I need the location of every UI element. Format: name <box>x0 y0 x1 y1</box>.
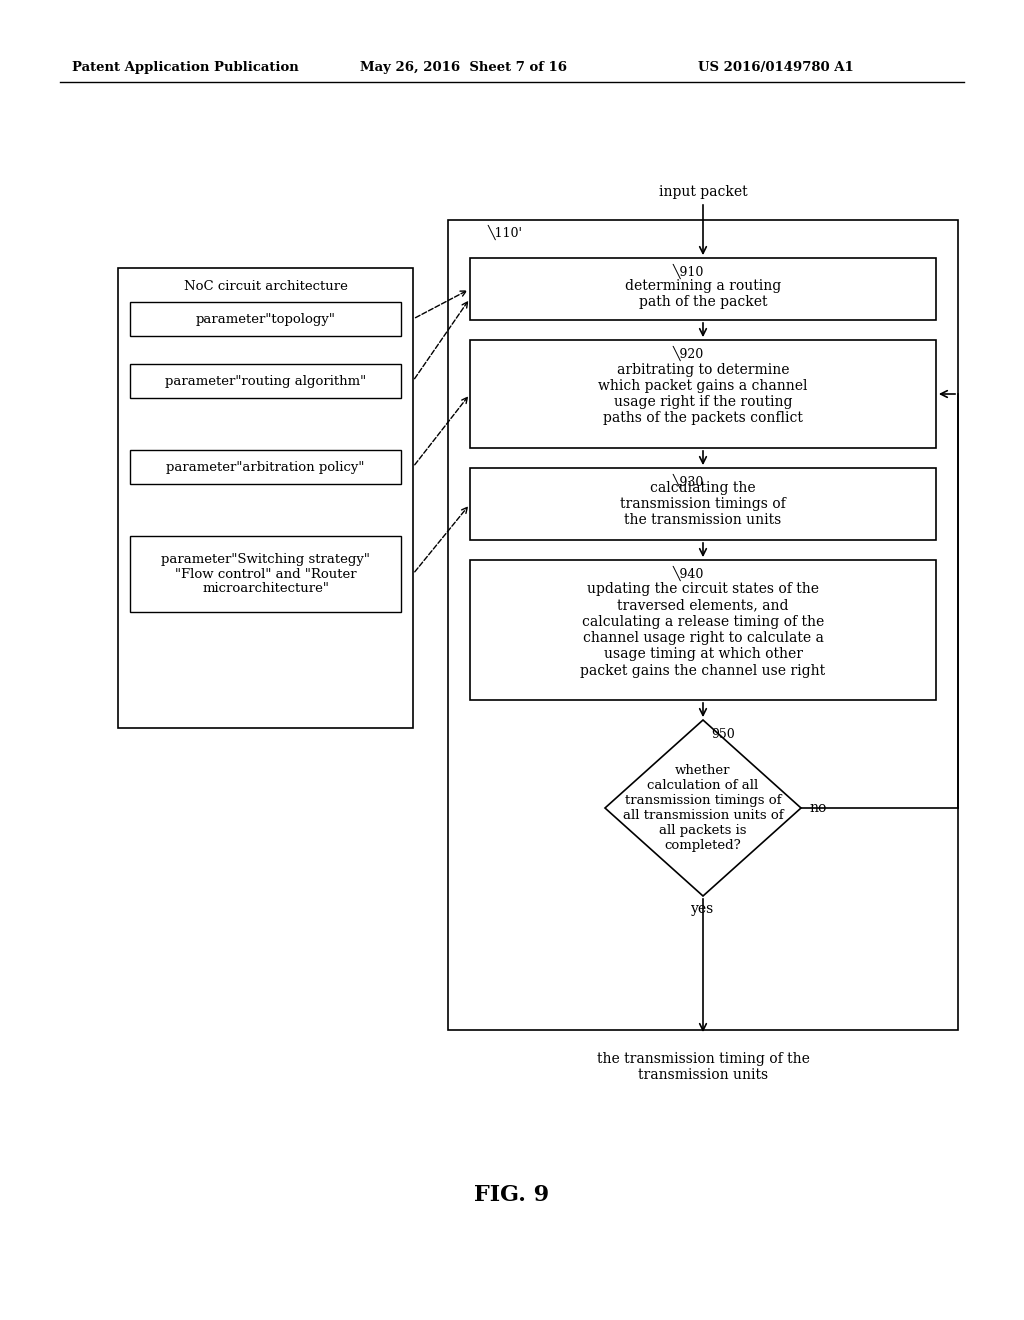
Bar <box>118 268 413 729</box>
Text: parameter"topology": parameter"topology" <box>196 313 336 326</box>
Bar <box>470 560 936 700</box>
Text: May 26, 2016  Sheet 7 of 16: May 26, 2016 Sheet 7 of 16 <box>360 62 567 74</box>
Text: updating the circuit states of the
traversed elements, and
calculating a release: updating the circuit states of the trave… <box>581 582 825 677</box>
Text: US 2016/0149780 A1: US 2016/0149780 A1 <box>698 62 854 74</box>
Bar <box>130 450 401 484</box>
Text: determining a routing
path of the packet: determining a routing path of the packet <box>625 279 781 309</box>
Text: ╲920: ╲920 <box>673 346 705 362</box>
Text: ╲930: ╲930 <box>673 474 705 490</box>
Bar <box>470 469 936 540</box>
Text: no: no <box>809 801 826 814</box>
Bar <box>470 257 936 319</box>
Bar <box>130 302 401 337</box>
Text: FIG. 9: FIG. 9 <box>474 1184 550 1206</box>
Text: calculating the
transmission timings of
the transmission units: calculating the transmission timings of … <box>621 480 785 527</box>
Bar <box>130 536 401 612</box>
Text: yes: yes <box>691 902 715 916</box>
Text: Patent Application Publication: Patent Application Publication <box>72 62 299 74</box>
Text: ╲110': ╲110' <box>488 224 523 240</box>
Bar <box>449 220 958 1030</box>
Text: input packet: input packet <box>658 185 748 199</box>
Text: the transmission timing of the
transmission units: the transmission timing of the transmiss… <box>597 1052 809 1082</box>
Bar <box>470 341 936 447</box>
Text: 950: 950 <box>711 729 735 741</box>
Bar <box>130 364 401 399</box>
Polygon shape <box>605 719 801 896</box>
Text: ╲910: ╲910 <box>673 264 705 280</box>
Text: ╲940: ╲940 <box>673 566 705 581</box>
Text: NoC circuit architecture: NoC circuit architecture <box>183 280 347 293</box>
Text: parameter"arbitration policy": parameter"arbitration policy" <box>166 461 365 474</box>
Text: parameter"Switching strategy"
"Flow control" and "Router
microarchitecture": parameter"Switching strategy" "Flow cont… <box>161 553 370 595</box>
Text: whether
calculation of all
transmission timings of
all transmission units of
all: whether calculation of all transmission … <box>623 764 783 851</box>
Text: parameter"routing algorithm": parameter"routing algorithm" <box>165 375 366 388</box>
Text: arbitrating to determine
which packet gains a channel
usage right if the routing: arbitrating to determine which packet ga… <box>598 363 808 425</box>
